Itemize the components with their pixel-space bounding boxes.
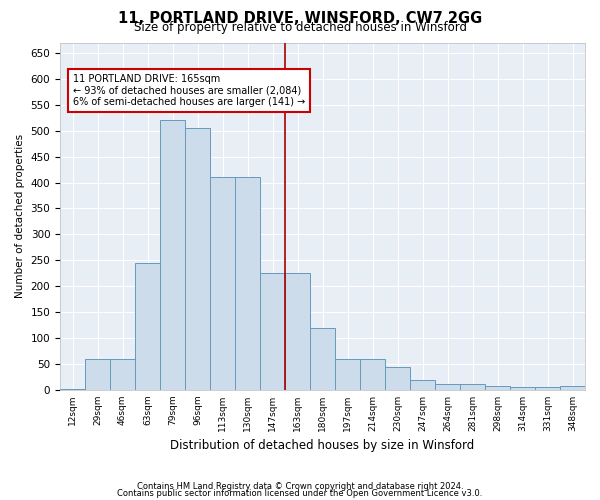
Bar <box>485 386 510 390</box>
Bar <box>310 328 335 390</box>
Bar <box>510 388 535 390</box>
Bar <box>285 274 310 390</box>
Bar <box>535 388 560 390</box>
Text: Size of property relative to detached houses in Winsford: Size of property relative to detached ho… <box>133 22 467 35</box>
Bar <box>360 359 385 390</box>
Bar <box>385 366 410 390</box>
Bar <box>135 263 160 390</box>
Text: 11, PORTLAND DRIVE, WINSFORD, CW7 2GG: 11, PORTLAND DRIVE, WINSFORD, CW7 2GG <box>118 11 482 26</box>
Bar <box>460 384 485 390</box>
Bar <box>435 384 460 390</box>
Bar <box>410 380 435 390</box>
Text: Contains public sector information licensed under the Open Government Licence v3: Contains public sector information licen… <box>118 490 482 498</box>
Bar <box>235 178 260 390</box>
Bar <box>60 389 85 390</box>
Text: 11 PORTLAND DRIVE: 165sqm
← 93% of detached houses are smaller (2,084)
6% of sem: 11 PORTLAND DRIVE: 165sqm ← 93% of detac… <box>73 74 305 107</box>
Bar <box>210 178 235 390</box>
Bar <box>260 274 285 390</box>
Bar <box>85 359 110 390</box>
Bar <box>560 386 585 390</box>
Bar <box>335 359 360 390</box>
Bar <box>185 128 210 390</box>
Bar <box>110 359 135 390</box>
Bar <box>160 120 185 390</box>
Text: Contains HM Land Registry data © Crown copyright and database right 2024.: Contains HM Land Registry data © Crown c… <box>137 482 463 491</box>
X-axis label: Distribution of detached houses by size in Winsford: Distribution of detached houses by size … <box>170 440 475 452</box>
Y-axis label: Number of detached properties: Number of detached properties <box>15 134 25 298</box>
